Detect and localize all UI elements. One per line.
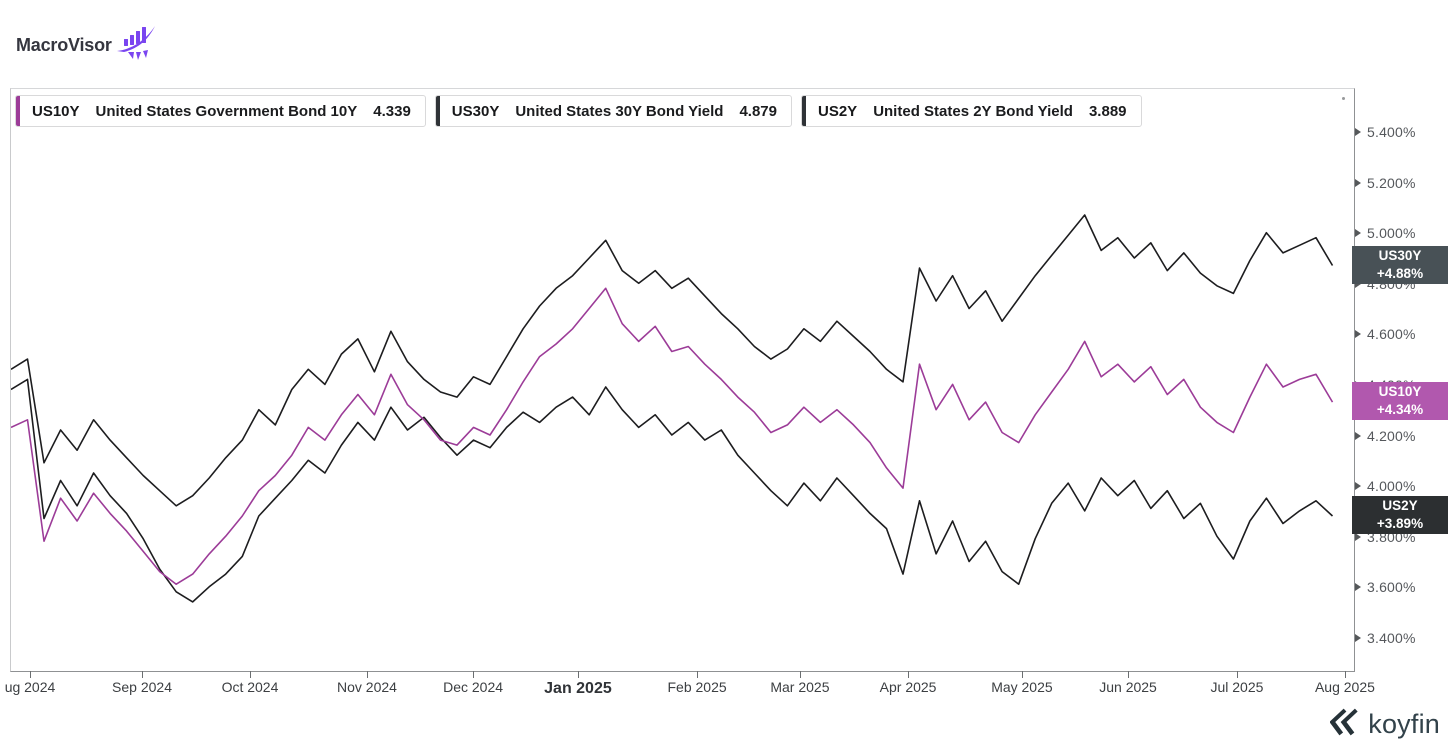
legend-ticker: US30Y — [451, 102, 500, 120]
price-badge-value: +4.88% — [1376, 265, 1424, 281]
panel-corner-dot — [1342, 97, 1345, 100]
y-tick: 5.400% — [1353, 124, 1416, 140]
y-tick: 5.000% — [1353, 225, 1416, 241]
x-tick-mark — [1021, 671, 1023, 678]
macrovisor-logo: MacroVisor — [16, 24, 158, 67]
y-axis: 5.400%5.200%5.000%4.800%4.600%4.400%4.20… — [1352, 88, 1456, 670]
x-tick-label: Mar 2025 — [770, 679, 830, 695]
legend-value: 4.879 — [739, 102, 777, 120]
legend-value: 4.339 — [373, 102, 411, 120]
y-tick-arrow-icon — [1355, 532, 1361, 541]
koyfin-logo: koyfin — [1329, 707, 1440, 742]
x-tick-label: Jan 2025 — [544, 680, 612, 697]
x-tick-mark — [249, 671, 251, 678]
x-tick-mark — [577, 671, 579, 678]
y-tick-arrow-icon — [1355, 178, 1361, 187]
y-tick-arrow-icon — [1355, 330, 1361, 339]
y-tick: 3.600% — [1353, 579, 1416, 595]
x-tick-mark — [142, 671, 144, 678]
legend-name: United States Government Bond 10Y — [95, 102, 358, 120]
x-tick-label: Aug 2025 — [1314, 679, 1375, 695]
y-tick-arrow-icon — [1355, 633, 1361, 642]
legend-accent-bar — [16, 96, 20, 126]
price-badge-ticker: US30Y — [1378, 247, 1422, 263]
y-tick-label: 5.400% — [1367, 124, 1416, 141]
x-tick-label: Oct 2024 — [221, 679, 279, 695]
x-tick-label: Sep 2024 — [112, 679, 172, 695]
series-line-us10y[interactable] — [11, 287, 1334, 586]
x-tick-label: Feb 2025 — [667, 679, 727, 695]
x-tick-mark — [799, 671, 801, 678]
price-badge-value: +3.89% — [1376, 515, 1424, 531]
y-tick-label: 4.600% — [1367, 326, 1416, 343]
y-tick-label: 5.200% — [1367, 174, 1416, 191]
legend-name: United States 2Y Bond Yield — [873, 102, 1073, 120]
x-tick-mark — [1344, 671, 1346, 678]
macrovisor-logo-text: MacroVisor — [16, 35, 112, 55]
price-badge-us30y[interactable]: US30Y +4.88% — [1352, 245, 1448, 284]
series-line-us2y[interactable] — [11, 378, 1334, 603]
legend-accent-bar — [435, 96, 440, 126]
x-tick-mark — [908, 671, 910, 678]
price-badge-ticker: US2Y — [1382, 497, 1418, 513]
x-tick-label: ug 2024 — [4, 679, 56, 695]
x-tick-mark — [697, 671, 699, 678]
legend-value: 3.889 — [1088, 102, 1127, 120]
price-badge-ticker: US10Y — [1378, 384, 1422, 400]
x-tick-mark — [1236, 671, 1238, 678]
y-tick-arrow-icon — [1355, 583, 1361, 592]
macrovisor-chart-icon — [116, 24, 158, 67]
legend-ticker: US2Y — [818, 102, 858, 120]
koyfin-logo-text: koyfin — [1368, 709, 1440, 739]
x-tick-mark — [366, 671, 368, 678]
y-tick-arrow-icon — [1355, 431, 1361, 440]
koyfin-chevrons-icon — [1329, 707, 1360, 742]
y-tick-label: 5.000% — [1367, 225, 1416, 242]
legend: US10Y United States Government Bond 10Y … — [15, 95, 1142, 127]
legend-accent-bar — [802, 96, 806, 126]
x-tick-label: Nov 2024 — [337, 679, 397, 695]
y-tick-label: 3.400% — [1367, 629, 1416, 646]
x-tick-label: Dec 2024 — [443, 679, 504, 695]
legend-pill-us30y[interactable]: US30Y United States 30Y Bond Yield 4.879 — [434, 95, 792, 127]
price-badge-us2y[interactable]: US2Y +3.89% — [1352, 495, 1448, 534]
legend-ticker: US10Y — [32, 102, 80, 120]
legend-pill-us2y[interactable]: US2Y United States 2Y Bond Yield 3.889 — [801, 95, 1142, 127]
x-tick-label: Jul 2025 — [1210, 679, 1264, 695]
y-tick-arrow-icon — [1355, 229, 1361, 238]
y-tick: 4.200% — [1353, 428, 1416, 444]
x-tick-label: Jun 2025 — [1099, 679, 1157, 695]
y-tick: 5.200% — [1353, 175, 1416, 191]
price-badge-value: +4.34% — [1376, 402, 1424, 418]
y-tick-arrow-icon — [1355, 482, 1361, 491]
legend-name: United States 30Y Bond Yield — [515, 102, 724, 120]
x-axis: ug 2024 Sep 2024 Oct 2024 Nov 2024 Dec 2024 J… — [0, 670, 1456, 710]
price-badge-us10y[interactable]: US10Y +4.34% — [1352, 382, 1448, 421]
x-tick-label: Apr 2025 — [879, 679, 937, 695]
x-tick-mark — [30, 671, 31, 678]
legend-pill-us10y[interactable]: US10Y United States Government Bond 10Y … — [15, 95, 426, 127]
y-tick-label: 3.600% — [1367, 579, 1416, 596]
series-line-us30y[interactable] — [11, 214, 1334, 507]
x-tick-mark — [1128, 671, 1130, 678]
y-tick: 3.400% — [1353, 630, 1416, 646]
y-tick-arrow-icon — [1355, 279, 1361, 288]
y-tick-arrow-icon — [1355, 128, 1361, 137]
x-tick-mark — [473, 671, 475, 678]
y-tick: 4.600% — [1353, 326, 1416, 342]
y-tick-label: 4.000% — [1367, 478, 1416, 495]
chart-panel[interactable]: US10Y United States Government Bond 10Y … — [10, 88, 1355, 672]
plot-area[interactable] — [11, 89, 1354, 671]
x-tick-label: May 2025 — [991, 679, 1053, 695]
y-tick-label: 4.200% — [1367, 427, 1416, 444]
y-tick: 4.000% — [1353, 478, 1416, 494]
